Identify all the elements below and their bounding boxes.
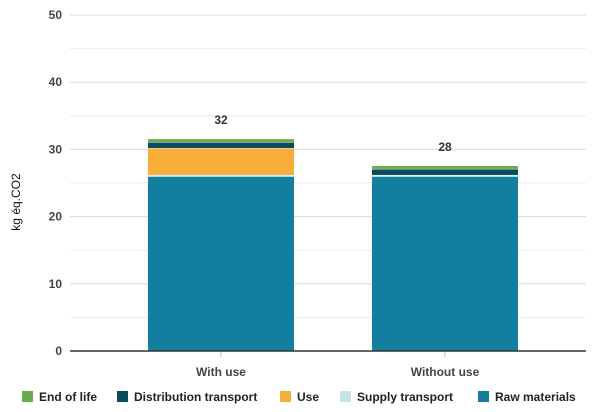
legend-swatch-distribution-transport bbox=[117, 391, 128, 402]
total-data-label: 32 bbox=[214, 113, 228, 127]
legend-swatch-supply-transport bbox=[340, 391, 351, 402]
y-tick-label: 50 bbox=[49, 8, 63, 22]
bar-segment-end-of-life bbox=[372, 165, 518, 169]
bar-segment-distribution-transport bbox=[148, 142, 294, 149]
y-axis-title: kg éq.CO2 bbox=[9, 173, 23, 231]
legend-swatch-end-of-life bbox=[22, 391, 33, 402]
legend-swatch-use bbox=[280, 391, 291, 402]
bar-segment-raw-materials bbox=[372, 176, 518, 351]
legend-label: Raw materials bbox=[495, 390, 576, 404]
total-data-label: 28 bbox=[438, 140, 452, 154]
y-tick-label: 20 bbox=[49, 210, 63, 224]
labels-layer: 32 28 bbox=[214, 113, 452, 154]
bar-segment-raw-materials bbox=[148, 176, 294, 351]
axis-layer: 0 10 20 30 40 50 With use Without use bbox=[49, 8, 586, 379]
bar-segment-distribution-transport bbox=[372, 168, 518, 175]
bar-segment-end-of-life bbox=[148, 138, 294, 143]
x-tick-label: Without use bbox=[411, 365, 480, 379]
bar-segment-use bbox=[148, 148, 294, 175]
legend-label: Use bbox=[297, 390, 319, 404]
bars-layer bbox=[148, 138, 518, 351]
x-tick-label: With use bbox=[196, 365, 246, 379]
legend-label: Distribution transport bbox=[134, 390, 257, 404]
y-tick-label: 40 bbox=[49, 75, 63, 89]
y-tick-label: 0 bbox=[55, 344, 62, 358]
y-tick-label: 30 bbox=[49, 142, 63, 156]
bar-segment-supply-transport bbox=[372, 174, 518, 177]
y-tick-label: 10 bbox=[49, 277, 63, 291]
legend-label: Supply transport bbox=[357, 390, 453, 404]
legend: End of life Distribution transport Use Supp… bbox=[22, 390, 576, 404]
legend-swatch-raw-materials bbox=[478, 391, 489, 402]
legend-label: End of life bbox=[39, 390, 97, 404]
bar-segment-supply-transport bbox=[148, 174, 294, 177]
